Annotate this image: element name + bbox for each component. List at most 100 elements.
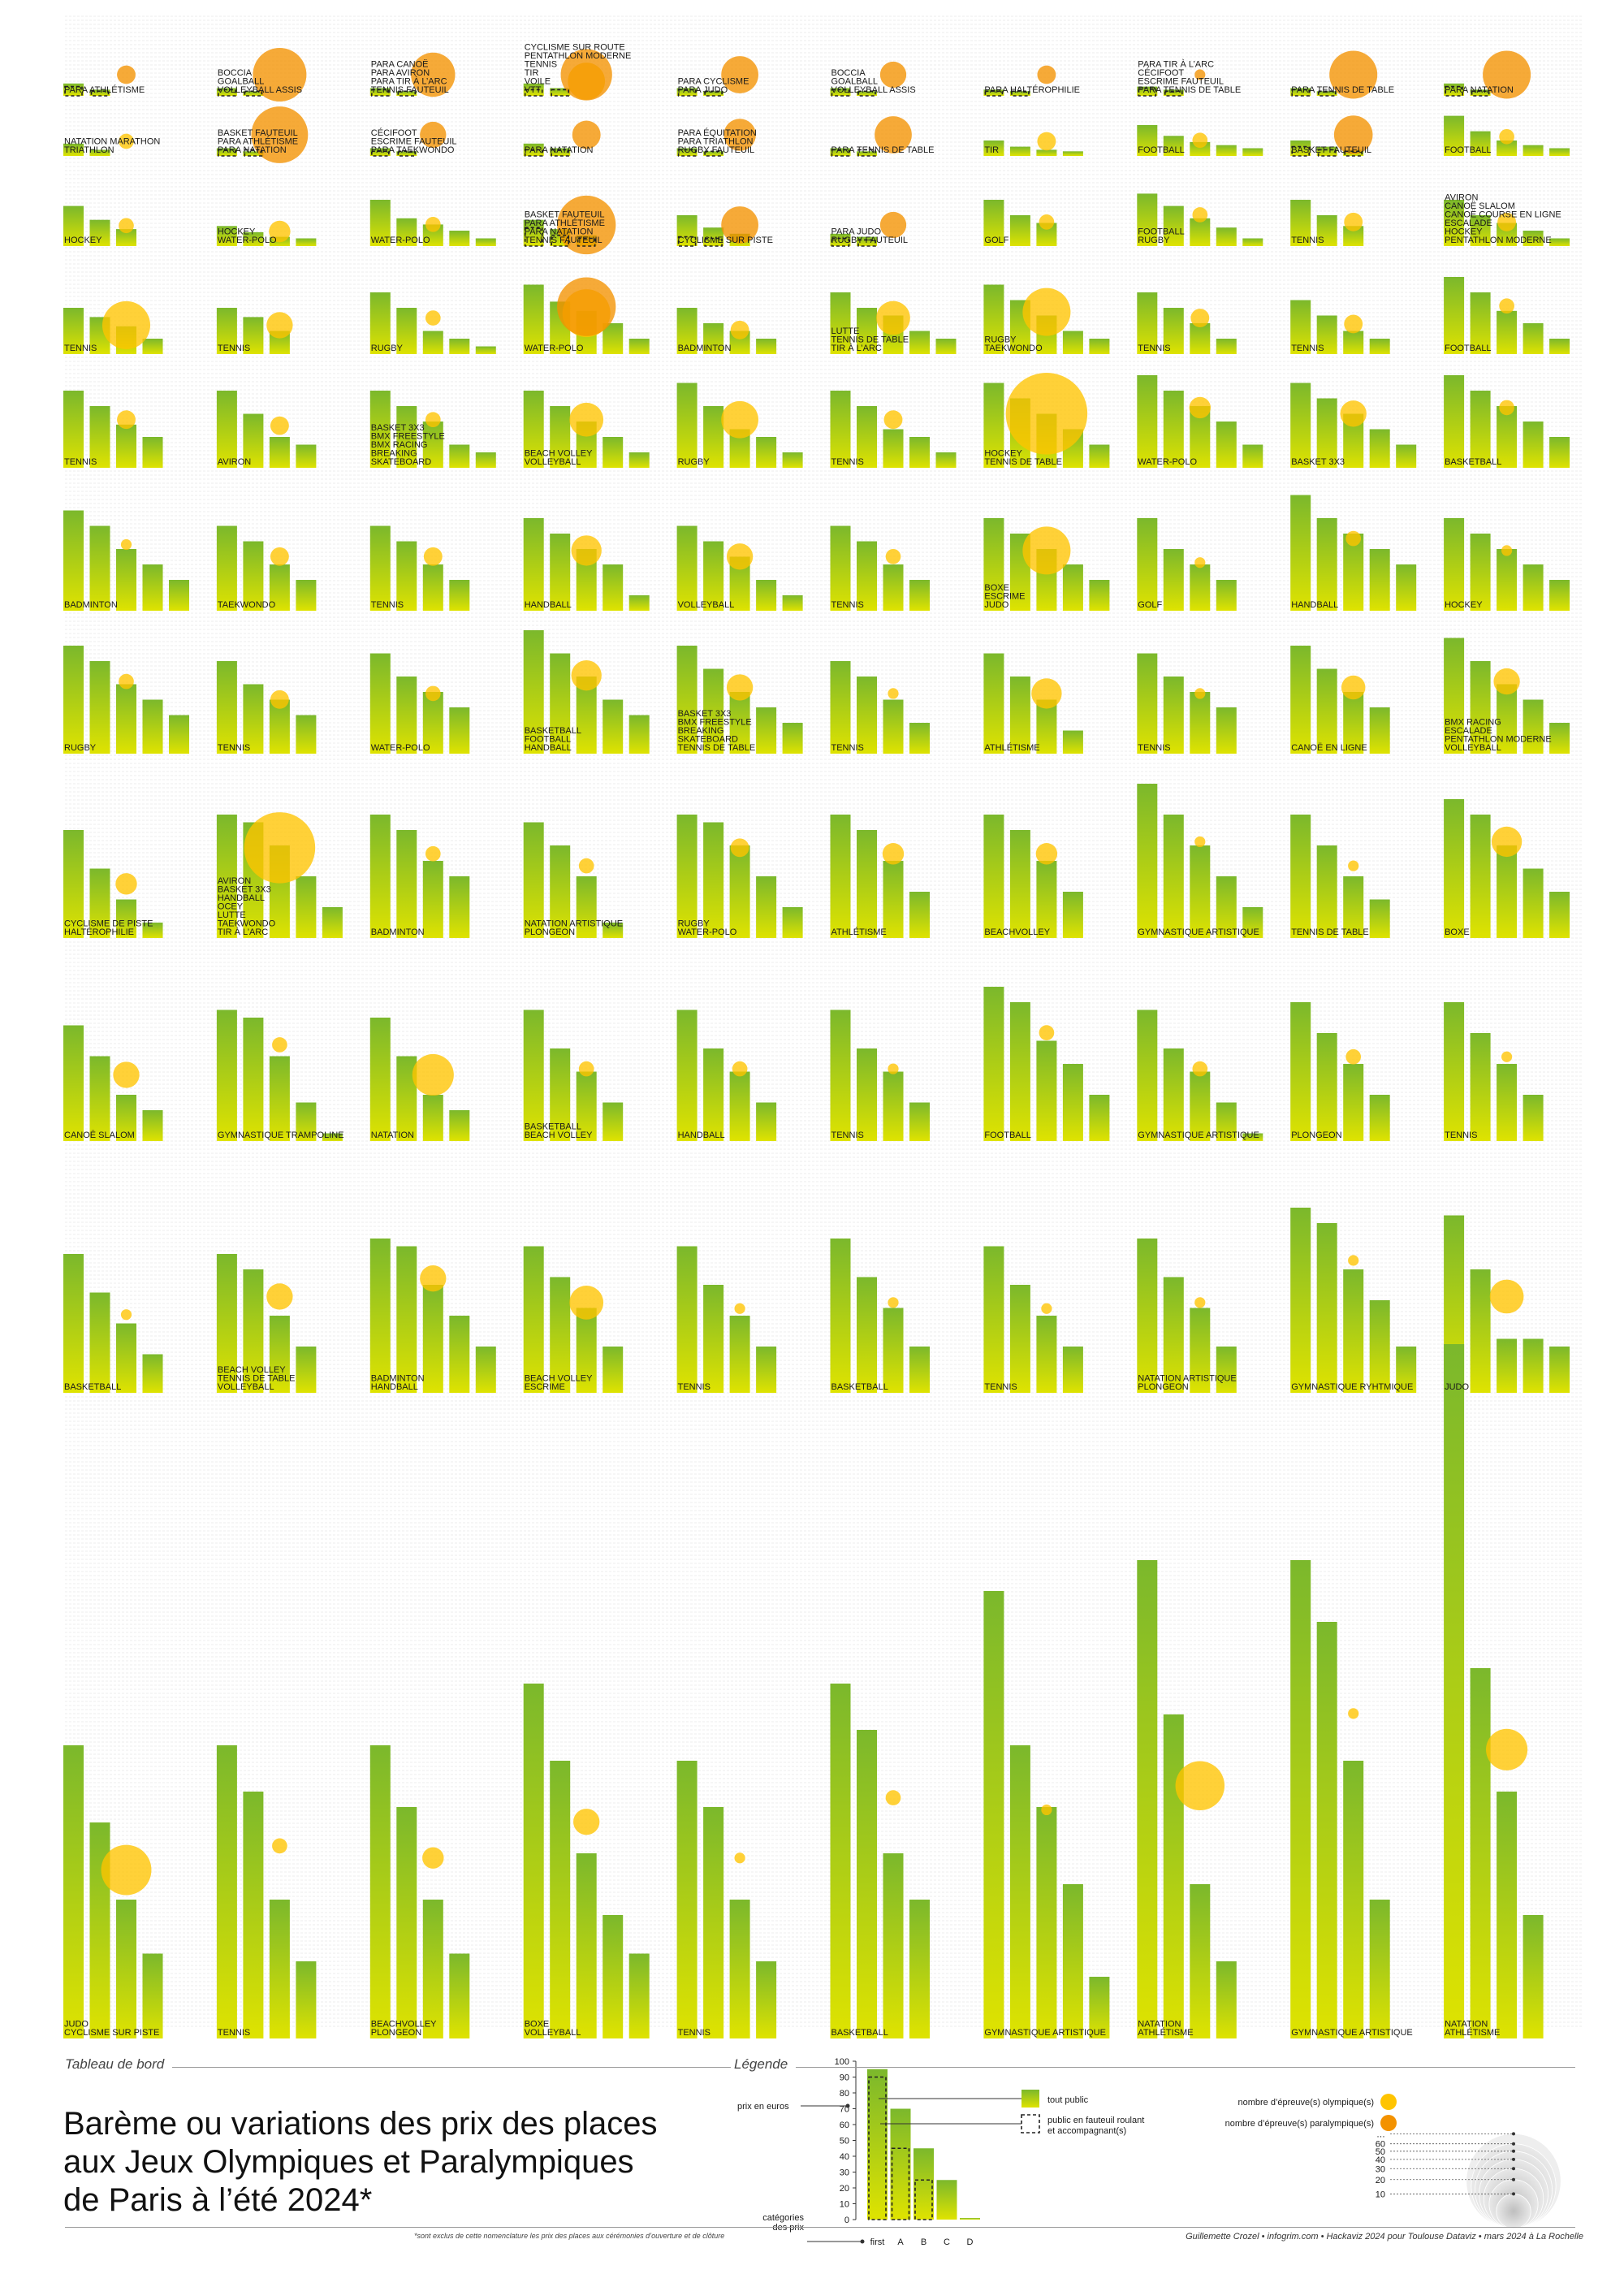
price-bar [369,1745,391,2038]
price-bar [523,1246,544,1393]
price-bar [63,830,84,938]
price-bar [269,1900,290,2038]
sport-label: PARA ÉQUITATION [678,128,757,138]
olympic-event-circle [269,220,291,243]
price-bar [1216,876,1237,938]
olympic-event-circle [1497,212,1517,231]
price-bar [1062,1064,1083,1141]
price-bar [369,88,391,96]
olympic-event-circle [119,673,134,690]
price-bar [782,452,803,468]
price-bar [449,1953,470,2038]
price-bar [142,564,163,611]
price-bar [883,1853,904,2038]
price-bar [422,331,443,354]
price-bar [1290,1560,1311,2038]
sport-label: TENNIS FAUTEUIL [525,236,603,245]
title-line-3: de Paris à l’été 2024* [63,2182,373,2218]
legend-price-label: prix en euros [737,2102,789,2112]
price-bar [676,88,698,96]
sport-label: RUGBY FAUTEUIL [831,236,909,245]
price-bar [1470,131,1491,156]
price-bar [1316,668,1337,754]
sport-label: CYCLISME SUR PISTE [64,2028,159,2038]
price-bar [857,236,877,246]
sport-label: GYMNASTIQUE TRAMPOLINE [218,1131,344,1140]
olympic-event-circle [569,1285,604,1320]
sport-label: BMX RACING [1445,718,1501,728]
olympic-event-circle [885,548,901,564]
price-bar [1290,646,1311,754]
olympic-event-circle [883,410,903,430]
wheelchair-price-bar [677,149,697,157]
price-bar [1216,1102,1237,1141]
olympic-event-circle [272,1838,287,1854]
sport-label: BASKET FAUTEUIL [525,210,605,220]
olympic-event-circle [573,1809,600,1835]
olympic-event-circle [270,416,289,435]
page-title: Barème ou variations des prix des places… [63,2105,729,2220]
price-bar [1470,391,1491,468]
price-bar [216,391,237,468]
sport-label: BEACH VOLLEY [525,1374,593,1384]
price-bar [396,830,417,938]
price-bar [703,227,724,246]
price-bar [216,661,237,754]
sport-label: PARA ATHLÉTISME [218,136,298,147]
price-bar [703,668,724,754]
sport-label: BEACHVOLLEY [371,2020,437,2030]
price-bar [1522,1338,1544,1393]
price-bar [1036,861,1057,938]
olympic-event-circle [113,1061,140,1088]
price-bar [909,723,930,754]
olympic-event-circle [1192,207,1208,223]
price-bar [142,339,163,354]
price-bar [1242,1133,1263,1141]
price-bar [830,233,851,246]
price-bar [1470,1033,1491,1141]
paralympic-event-circle [723,119,756,151]
paralympic-event-circle [1333,115,1373,154]
olympic-event-circle [1501,545,1513,556]
sport-label: NATATION ARTISTIQUE [525,919,623,929]
olympic-event-circle [1499,298,1514,314]
price-bar [1163,205,1184,246]
size-legend-dot [1512,2157,1515,2161]
sport-label: TENNIS [371,600,404,610]
price-bar [628,1953,650,2038]
wheelchair-price-bar [524,89,543,97]
sport-label: PARA TENNIS DE TABLE [1291,85,1394,95]
olympic-event-circle [119,218,134,234]
price-bar [396,151,417,156]
sport-label: SKATEBOARD [371,457,431,467]
sport-label: CÉCIFOOT [1138,67,1184,78]
olympic-event-circle [1039,1025,1055,1040]
price-bar [576,1071,597,1141]
paralympic-event-circle [879,211,907,239]
paralympic-event-circle [721,56,758,93]
olympic-event-circle [420,1265,447,1292]
sport-label: ESCRIME [984,592,1025,602]
price-bar [1369,339,1390,354]
price-bar [676,525,698,611]
price-bar [1369,429,1390,468]
legend-olympic-swatch [1380,2094,1397,2110]
price-bar [1444,200,1465,246]
sport-label: FOOTBALL [525,735,571,745]
price-bar [782,907,803,938]
price-bar [756,580,777,611]
price-bar [1216,339,1237,354]
sport-label: BREAKING [678,726,724,736]
price-bar [703,91,724,96]
price-bar [1316,146,1337,156]
price-bar [729,1900,750,2038]
olympic-event-circle [578,858,594,874]
sport-label: HANDBALL [678,1131,725,1140]
sport-label: RUGBY [64,743,97,753]
sport-label: TAEKWONDO [218,919,276,929]
olympic-event-circle [885,1790,901,1805]
sport-label: PARA NATATION [525,145,594,155]
price-bar [1316,398,1337,468]
wheelchair-price-bar [704,237,723,247]
paralympic-event-circle [557,277,616,336]
